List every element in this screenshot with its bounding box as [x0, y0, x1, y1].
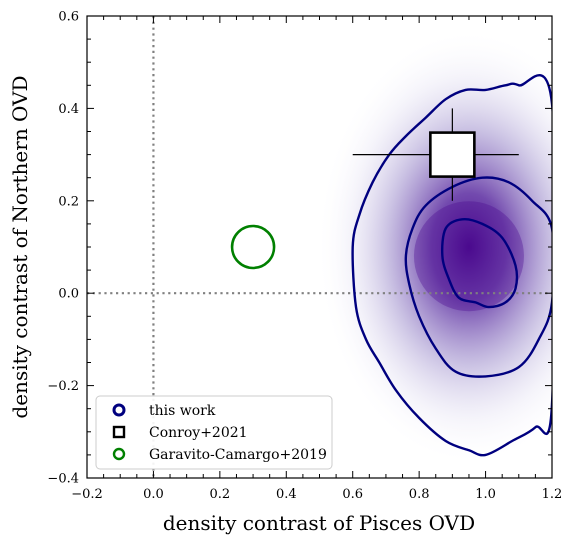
legend-box: [95, 395, 333, 470]
legend-marker-circle-green: [112, 447, 126, 461]
density-core: [413, 201, 524, 312]
x-tick-label: 0.8: [409, 487, 430, 502]
density-layer: [319, 32, 552, 462]
axis-ticks: −0.2 0.0 0.2 0.4 0.6 0.8 1.0 1.2−0.4−0.20.00.20…: [47, 10, 562, 503]
x-tick-label: 0.2: [210, 487, 231, 502]
density-cloud: [319, 32, 552, 462]
garavito-point: [230, 224, 276, 270]
y-tick-label: −0.2: [47, 379, 79, 394]
marker-layer: [230, 108, 519, 270]
y-tick-label: 0.6: [58, 10, 79, 25]
contour-outer: [351, 74, 552, 457]
x-tick-label: 0.6: [342, 487, 363, 502]
x-tick-label: −0.2: [71, 487, 103, 502]
legend-label: this work: [149, 403, 216, 419]
legend-label: Conroy+2021: [149, 425, 248, 441]
y-tick-label: 0.2: [58, 194, 79, 209]
x-tick-label: 0.0: [143, 487, 164, 502]
legend-label: Garavito-Camargo+2019: [149, 447, 327, 463]
x-tick-label: 1.2: [542, 487, 563, 502]
x-tick-label: 1.0: [475, 487, 496, 502]
x-tick-label: 0.4: [276, 487, 297, 502]
legend: this work Conroy+2021 Garavito-Camargo+201…: [95, 395, 333, 470]
y-tick-label: 0.0: [58, 287, 79, 302]
x-axis-label: density contrast of Pisces OVD: [163, 511, 475, 535]
conroy-point: [429, 131, 476, 178]
y-tick-label: 0.4: [58, 102, 79, 117]
legend-marker-square: [112, 425, 126, 439]
y-axis-label: density contrast of Northern OVD: [8, 75, 32, 418]
contour-layer: [351, 74, 552, 457]
contour-inner: [440, 217, 519, 309]
legend-marker-circle-navy: [112, 403, 126, 417]
y-tick-label: −0.4: [47, 472, 79, 487]
contour-middle: [404, 176, 552, 378]
